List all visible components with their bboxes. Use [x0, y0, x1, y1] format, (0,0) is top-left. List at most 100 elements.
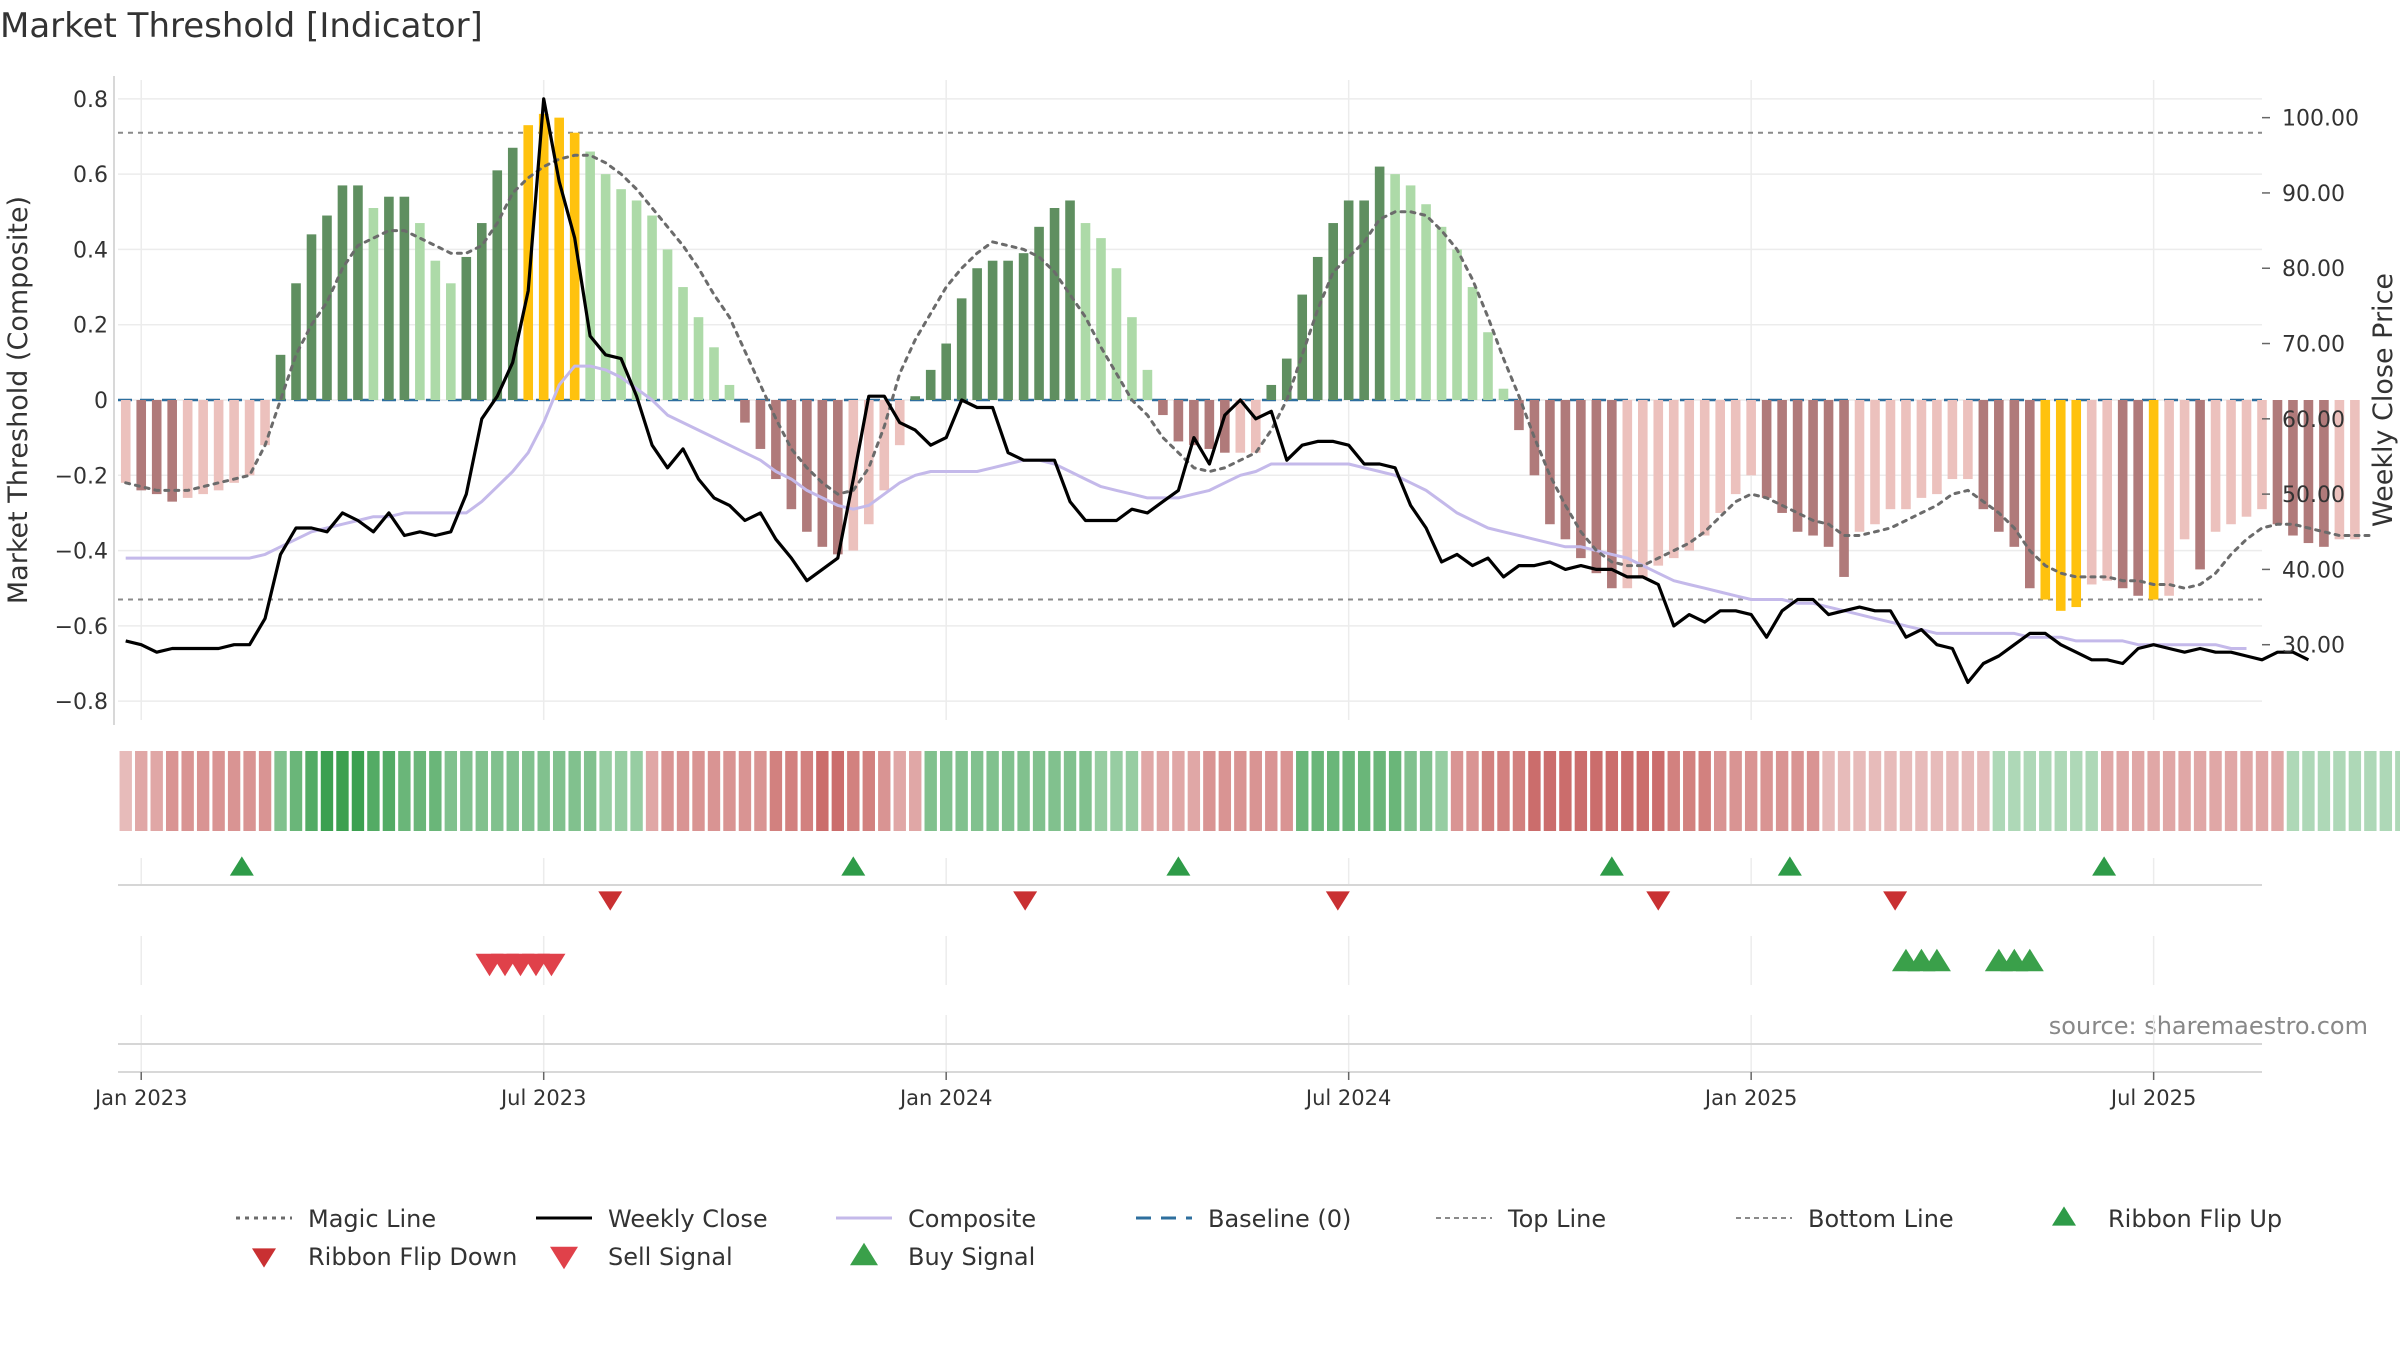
- ribbon-cell: [212, 751, 225, 831]
- right-tick-label: 30.00: [2282, 634, 2345, 659]
- composite-bar: [1034, 226, 1044, 400]
- composite-bar: [2040, 400, 2051, 600]
- composite-bar: [213, 400, 224, 491]
- ribbon-cell: [165, 751, 179, 831]
- composite-bar: [2164, 400, 2174, 596]
- composite-bar: [2195, 400, 2205, 570]
- composite-bar: [879, 400, 890, 491]
- ribbon-cell: [1698, 751, 1711, 831]
- composite-bar: [2272, 400, 2283, 525]
- magic-line: [124, 153, 2372, 590]
- composite-bar: [1591, 400, 1602, 574]
- ribbon-cell: [2240, 751, 2253, 831]
- composite-bar: [1684, 400, 1695, 551]
- composite-bar: [2350, 400, 2360, 540]
- ribbon-flip-up-marker: [229, 856, 254, 876]
- left-tick-label: −0.4: [55, 540, 108, 565]
- left-tick-label: −0.6: [55, 615, 108, 640]
- composite-bar: [1250, 400, 1261, 453]
- left-tick-label: −0.8: [55, 690, 108, 715]
- ribbon-cell: [939, 751, 953, 831]
- composite-bar: [461, 256, 472, 400]
- ribbon-cell: [2147, 751, 2160, 831]
- buy-signal-marker: [1922, 948, 1951, 972]
- composite-bar: [476, 223, 487, 400]
- ribbon-cell: [583, 751, 597, 831]
- composite-bar: [1560, 400, 1571, 540]
- ribbon-flip-up-marker: [1166, 856, 1191, 876]
- left-tick-label: 0.8: [73, 88, 108, 113]
- composite-bar: [1467, 287, 1478, 400]
- ribbon-cell: [630, 751, 643, 831]
- ribbon-cell: [986, 751, 999, 831]
- ribbon-cell: [1342, 751, 1355, 831]
- weekly-close-line: [125, 97, 2310, 685]
- composite-bar: [415, 223, 425, 400]
- signal-markers: [118, 856, 2262, 1073]
- composite-bar: [1668, 400, 1679, 559]
- composite-bar: [941, 343, 951, 400]
- composite-bar: [1885, 400, 1896, 510]
- ribbon-cell: [1218, 751, 1232, 831]
- legend-swatch-flip-down: [252, 1248, 276, 1268]
- composite-bar: [1235, 400, 1246, 453]
- right-tick-label: 80.00: [2282, 257, 2345, 282]
- composite-bar: [1792, 400, 1803, 532]
- right-tick-label: 40.00: [2282, 558, 2345, 583]
- composite-bar: [2226, 400, 2236, 525]
- ribbon-cell: [289, 751, 303, 831]
- right-tick-label: 60.00: [2282, 408, 2345, 433]
- legend-label: Buy Signal: [908, 1243, 1035, 1271]
- ribbon-flip-down-marker: [1325, 891, 1350, 911]
- ribbon-cell: [150, 751, 163, 831]
- ribbon-cell: [1404, 751, 1417, 831]
- composite-bar: [1699, 400, 1710, 536]
- composite-bar: [1901, 400, 1911, 510]
- composite-bar: [1189, 400, 1199, 446]
- composite-bar: [631, 200, 642, 400]
- composite-bars: [120, 113, 2360, 611]
- composite-bar: [740, 400, 750, 423]
- composite-bar: [1405, 185, 1416, 400]
- legend-label: Magic Line: [308, 1205, 436, 1233]
- composite-bar: [1220, 400, 1230, 453]
- ribbon-cell: [181, 751, 194, 831]
- composite-bar: [1978, 400, 1989, 510]
- ribbon-cell: [909, 751, 922, 831]
- ribbon-cell: [1760, 751, 1773, 831]
- ribbon-cell: [2209, 751, 2222, 831]
- ribbon-cell: [599, 751, 612, 831]
- composite-bar: [2179, 400, 2190, 540]
- legend: Magic Line Weekly Close Composite Baseline …: [236, 1205, 2282, 1271]
- ribbon-cell: [2178, 751, 2191, 831]
- composite-bar: [585, 151, 595, 400]
- composite-bar: [1343, 200, 1354, 400]
- ribbon-cell: [1744, 751, 1758, 831]
- ribbon-cell: [537, 751, 550, 831]
- composite-bar: [956, 298, 967, 400]
- ribbon-cell: [1837, 751, 1851, 831]
- legend-item: Magic Line: [236, 1205, 436, 1233]
- ribbon-cell: [1636, 751, 1649, 831]
- composite-bar: [1854, 400, 1865, 532]
- composite-bar: [1823, 400, 1834, 547]
- composite-bar: [678, 287, 688, 400]
- composite-bar: [709, 347, 719, 400]
- composite-bar: [1777, 400, 1787, 513]
- ribbon-cell: [1110, 751, 1123, 831]
- ribbon-flip-up-marker: [2092, 856, 2117, 876]
- series-lines: [124, 97, 2372, 685]
- ribbon-cell: [258, 751, 272, 831]
- composite-bar: [1947, 400, 1958, 480]
- composite-bar: [2303, 400, 2314, 544]
- legend-label: Bottom Line: [1808, 1205, 1954, 1233]
- ribbon-cell: [1357, 751, 1371, 831]
- ribbon-cell: [1435, 751, 1448, 831]
- composite-bar: [2102, 400, 2112, 581]
- ribbon-cell: [305, 751, 318, 831]
- right-tick-label: 100.00: [2282, 107, 2359, 132]
- composite-bar: [1808, 400, 1818, 536]
- composite-bar: [1483, 332, 1493, 400]
- ribbon-cell: [1729, 751, 1742, 831]
